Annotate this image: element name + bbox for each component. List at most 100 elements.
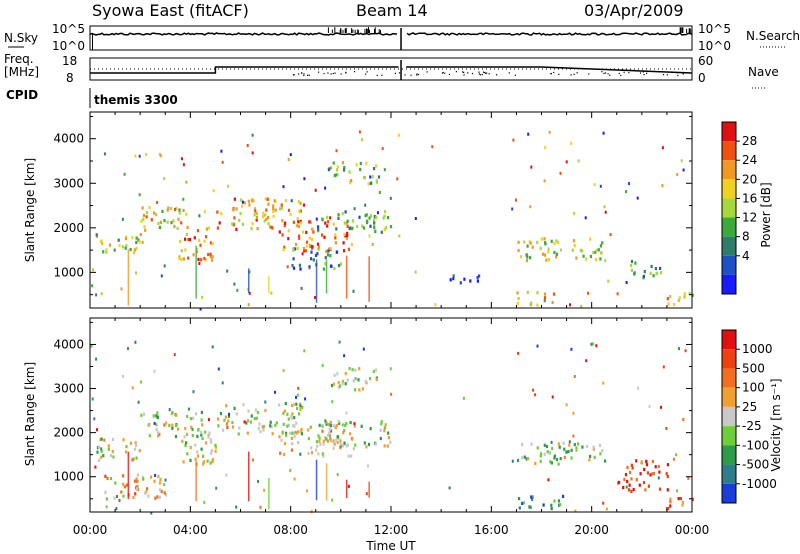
heatmap-cell (543, 292, 547, 296)
colorbar-tick-label: -25 (742, 419, 762, 433)
velocity-colorbar-label: Velocity [m s⁻¹] (769, 378, 783, 471)
heatmap-cell (543, 299, 546, 303)
heatmap-cell (190, 425, 193, 429)
heatmap-speck (345, 411, 348, 415)
heatmap-speck (199, 307, 202, 311)
heatmap-cell (547, 250, 550, 254)
heatmap-cell (166, 208, 169, 212)
heatmap-cell (551, 446, 554, 451)
heatmap-cell (272, 209, 275, 213)
heatmap-cell (221, 428, 225, 432)
colorbar-swatch (722, 141, 736, 161)
heatmap-cell (342, 168, 346, 172)
heatmap-cell (311, 237, 314, 241)
heatmap-cell (170, 221, 173, 225)
heatmap-cell (352, 219, 355, 223)
heatmap-cell (555, 458, 559, 462)
heatmap-cell (214, 445, 217, 449)
heatmap-cell (530, 301, 533, 305)
heatmap-cell (351, 437, 354, 441)
colorbar-swatch (722, 217, 736, 237)
nave-dot (483, 71, 486, 74)
heatmap-cell (557, 462, 560, 466)
heatmap-cell (150, 218, 153, 222)
heatmap-cell (172, 219, 175, 223)
heatmap-cell (146, 487, 149, 491)
heatmap-cell (553, 456, 556, 460)
heatmap-cell (550, 503, 553, 507)
heatmap-cell (327, 220, 330, 224)
heatmap-speck (605, 507, 608, 511)
heatmap-cell (293, 424, 296, 428)
nave-dot (484, 72, 487, 74)
nsearch-tick-top: 10^5 (698, 22, 731, 36)
heatmap-cell (129, 248, 132, 252)
heatmap-cell (332, 222, 335, 226)
heatmap-cell (364, 379, 367, 383)
heatmap-cell (109, 476, 112, 481)
heatmap-cell (375, 378, 378, 382)
heatmap-speck (434, 303, 437, 307)
heatmap-cell (374, 442, 377, 446)
heatmap-cell (308, 243, 311, 248)
heatmap-cell (543, 452, 546, 456)
heatmap-cell (269, 420, 272, 424)
heatmap-cell (295, 431, 298, 435)
heatmap-cell (135, 443, 138, 447)
heatmap-speck (675, 453, 678, 457)
heatmap-cell (164, 421, 168, 425)
heatmap-cell (292, 247, 295, 251)
heatmap-cell (287, 229, 290, 233)
heatmap-cell (585, 257, 588, 261)
heatmap-cell (238, 218, 241, 222)
heatmap-cell (345, 221, 348, 225)
heatmap-cell (557, 499, 561, 503)
heatmap-speck (257, 479, 259, 483)
heatmap-cell (231, 425, 235, 429)
heatmap-cell (296, 216, 299, 221)
heatmap-speck (215, 486, 218, 490)
heatmap-speck (303, 177, 306, 181)
heatmap-cell (281, 430, 284, 434)
nave-dot (576, 72, 578, 74)
heatmap-cell (543, 296, 547, 300)
heatmap-cell (341, 161, 345, 165)
heatmap-cell (478, 274, 481, 278)
heatmap-cell (242, 403, 245, 407)
heatmap-speck (684, 349, 687, 353)
heatmap-cell (253, 213, 256, 217)
heatmap-cell (691, 293, 694, 297)
heatmap-cell (218, 221, 221, 225)
heatmap-cell (270, 425, 273, 429)
heatmap-cell (359, 167, 362, 171)
heatmap-cell (187, 237, 190, 242)
heatmap-cell (322, 439, 325, 443)
heatmap-cell (321, 452, 324, 456)
colorbar-tick-label: 12 (742, 211, 757, 225)
heatmap-speck (338, 340, 341, 344)
heatmap-speck (364, 203, 367, 207)
heatmap-cell (232, 208, 235, 212)
heatmap-cell (297, 441, 300, 445)
heatmap-cell (325, 249, 328, 253)
heatmap-cell (96, 450, 99, 454)
heatmap-cell (296, 246, 299, 250)
heatmap-speck (595, 344, 598, 348)
heatmap-speck (122, 374, 125, 378)
heatmap-cell (205, 235, 208, 239)
heatmap-cell (601, 449, 604, 453)
heatmap-speck (559, 171, 562, 175)
nave-dot (570, 74, 572, 76)
heatmap-speck (155, 423, 158, 427)
heatmap-cell (100, 437, 103, 441)
heatmap-cell (358, 215, 361, 219)
heatmap-speck (198, 262, 201, 265)
nave-dot (666, 74, 668, 76)
heatmap-cell (178, 211, 181, 215)
heatmap-cell (285, 433, 288, 437)
nave-dot (334, 72, 336, 74)
heatmap-cell (287, 237, 290, 241)
heatmap-cell (326, 439, 329, 443)
heatmap-cell (290, 403, 294, 408)
heatmap-cell (449, 278, 452, 282)
